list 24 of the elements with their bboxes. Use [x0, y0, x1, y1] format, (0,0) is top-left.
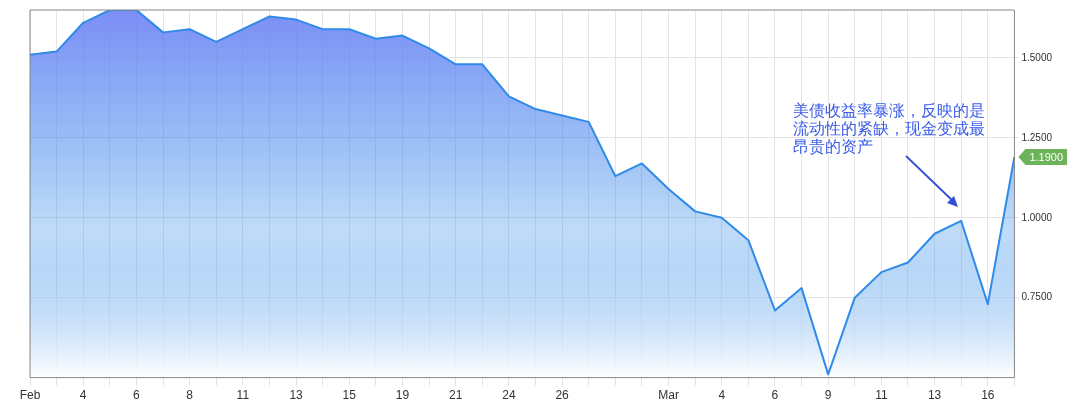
- x-tick-label: 15: [342, 388, 357, 403]
- x-tick-label: 11: [236, 388, 250, 403]
- y-tick-label: 1.2500: [1021, 131, 1053, 143]
- x-tick-label: 26: [555, 388, 570, 403]
- y-tick-label: 1.5000: [1021, 51, 1053, 63]
- data-label: 1.1900: [1029, 151, 1064, 164]
- x-tick-label: 6: [771, 388, 779, 403]
- x-tick-label: 6: [133, 388, 141, 403]
- x-tick-label: 19: [395, 388, 410, 403]
- annotation: 美债收益率暴涨，反映的是流动性的紧缺，现金变成最昂贵的资产: [793, 102, 986, 156]
- x-tick-label: Feb: [19, 388, 41, 403]
- x-tick-label: 16: [981, 388, 995, 403]
- x-tick-label: 8: [186, 388, 194, 403]
- x-tick-label: 11: [875, 388, 888, 403]
- y-tick-label: 1.0000: [1021, 211, 1053, 223]
- x-tick-label: 13: [289, 388, 304, 403]
- x-tick-label: 4: [718, 388, 726, 403]
- x-tick-label: 13: [927, 388, 942, 403]
- x-tick-label: 4: [79, 388, 87, 403]
- x-tick-label: 24: [502, 388, 516, 403]
- x-tick-label: Mar: [658, 388, 679, 403]
- x-tick-label: 9: [824, 388, 832, 403]
- y-tick-label: 0.7500: [1021, 291, 1053, 303]
- x-tick-label: 21: [449, 388, 463, 403]
